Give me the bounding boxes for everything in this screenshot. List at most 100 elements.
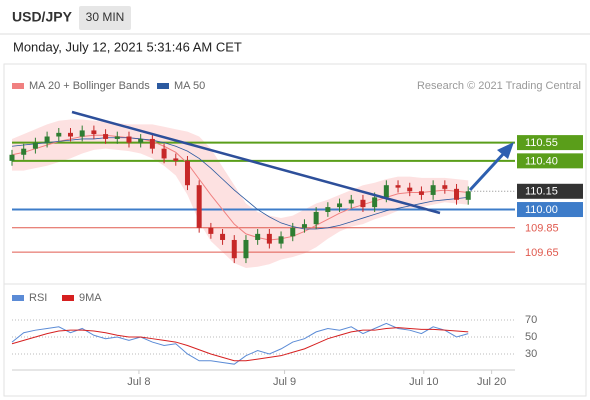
level-label: 110.15 bbox=[525, 186, 558, 198]
legend-label: 9MA bbox=[79, 292, 102, 304]
candle bbox=[348, 194, 354, 209]
candle-body bbox=[442, 185, 448, 189]
candle bbox=[301, 219, 307, 233]
candle bbox=[407, 182, 413, 197]
candle bbox=[325, 202, 331, 217]
candle-body bbox=[430, 185, 436, 195]
legend-swatch bbox=[62, 295, 74, 301]
candle bbox=[266, 229, 272, 249]
candle bbox=[255, 229, 261, 245]
candle-body bbox=[67, 132, 73, 137]
candle-body bbox=[44, 136, 50, 143]
candle bbox=[173, 153, 179, 166]
legend-label: RSI bbox=[29, 292, 47, 304]
candle-body bbox=[231, 239, 237, 259]
candle-body bbox=[196, 185, 202, 228]
candle-body bbox=[290, 227, 296, 237]
candle-body bbox=[103, 134, 109, 139]
candle-body bbox=[255, 233, 261, 240]
y-tick-label: 70 bbox=[525, 314, 537, 326]
legend-label: MA 20 + Bollinger Bands bbox=[29, 80, 150, 92]
timeframe-button[interactable] bbox=[79, 6, 131, 30]
candle bbox=[442, 180, 448, 194]
candle-body bbox=[138, 138, 144, 143]
candle-body bbox=[56, 132, 62, 137]
candle bbox=[418, 186, 424, 200]
candle bbox=[231, 235, 237, 264]
candle-body bbox=[465, 191, 471, 200]
candle-body bbox=[313, 211, 319, 225]
candle-body bbox=[173, 158, 179, 161]
candle bbox=[114, 131, 120, 144]
candle bbox=[91, 125, 97, 139]
candle-body bbox=[360, 199, 366, 208]
x-tick-label: Jul 9 bbox=[273, 376, 296, 388]
timestamp: Monday, July 12, 2021 5:31:46 AM CET bbox=[13, 39, 242, 54]
arrow-shaft bbox=[468, 149, 508, 192]
candle bbox=[465, 186, 471, 205]
candle-body bbox=[220, 233, 226, 240]
candle bbox=[454, 183, 460, 205]
candle-body bbox=[9, 154, 15, 161]
candle-body bbox=[161, 148, 167, 159]
candle-body bbox=[372, 197, 378, 208]
candle-body bbox=[325, 207, 331, 212]
candle-body bbox=[278, 236, 284, 244]
candle-body bbox=[348, 199, 354, 204]
chart-frame bbox=[3, 63, 587, 397]
forecast-arrow bbox=[468, 142, 514, 192]
level-label: 110.00 bbox=[525, 204, 558, 216]
x-tick-label: Jul 20 bbox=[477, 376, 506, 388]
candle-body bbox=[126, 136, 132, 143]
candle bbox=[337, 198, 343, 212]
level-badge bbox=[517, 135, 583, 151]
candle bbox=[196, 180, 202, 233]
level-badge bbox=[517, 153, 583, 169]
y-tick-label: 30 bbox=[525, 348, 537, 360]
candle bbox=[184, 155, 190, 191]
candle bbox=[138, 134, 144, 148]
moving-average bbox=[11, 137, 469, 230]
candle bbox=[430, 180, 436, 200]
candle bbox=[56, 127, 62, 142]
candle-body bbox=[383, 185, 389, 198]
level-badge bbox=[517, 202, 583, 218]
candle bbox=[67, 127, 73, 142]
x-tick-label: Jul 10 bbox=[409, 376, 438, 388]
x-tick-label: Jul 8 bbox=[127, 376, 150, 388]
candle bbox=[21, 143, 27, 160]
rsi-line bbox=[11, 322, 469, 365]
legend-swatch bbox=[12, 295, 24, 301]
timeframe[interactable]: 30 MIN bbox=[86, 10, 125, 24]
candle-body bbox=[266, 233, 272, 244]
candle-body bbox=[32, 142, 38, 149]
candle bbox=[32, 137, 38, 154]
candle-body bbox=[418, 191, 424, 195]
candle-body bbox=[301, 224, 307, 228]
candle bbox=[220, 229, 226, 245]
candle-body bbox=[208, 227, 214, 234]
y-tick-label: 50 bbox=[525, 331, 537, 343]
moving-average bbox=[11, 134, 469, 241]
candle-body bbox=[454, 188, 460, 200]
candle bbox=[290, 222, 296, 242]
symbol: USD/JPY bbox=[12, 9, 73, 25]
candle-body bbox=[243, 239, 249, 259]
legend-swatch bbox=[157, 83, 169, 89]
level-label: 110.40 bbox=[525, 155, 558, 167]
candle-body bbox=[79, 130, 85, 137]
candle bbox=[9, 149, 15, 166]
rsi-line bbox=[11, 327, 469, 362]
arrow-head bbox=[497, 142, 514, 159]
candle bbox=[208, 222, 214, 239]
level-label: 109.85 bbox=[525, 223, 559, 235]
candle bbox=[278, 231, 284, 249]
candle-body bbox=[21, 148, 27, 155]
candle-body bbox=[91, 130, 97, 135]
legend-swatch bbox=[12, 83, 24, 89]
candle bbox=[313, 207, 319, 230]
candle-body bbox=[407, 187, 413, 192]
candle bbox=[44, 131, 50, 148]
